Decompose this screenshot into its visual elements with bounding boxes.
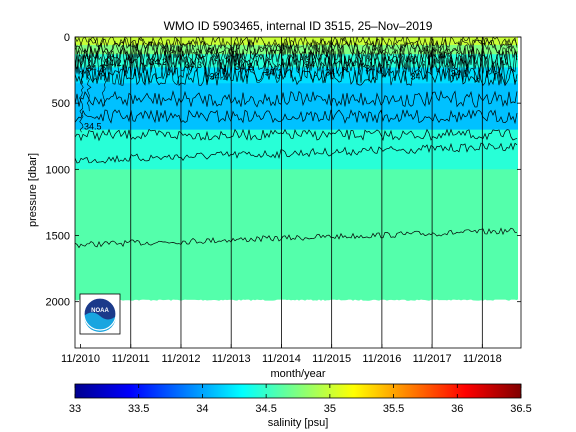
noaa-logo: NOAA [79, 293, 121, 335]
salinity-band [75, 129, 518, 170]
contour-label: 34.1 [210, 71, 228, 81]
plot-frame [74, 36, 522, 349]
year-marker-lines [130, 37, 483, 348]
y-tick-label: 1500 [46, 231, 70, 243]
x-axis: 11/2010 11/2011 11/2012 11/2013 11/2014 11/20… [61, 344, 502, 365]
contour-line [75, 66, 518, 87]
x-tick-label: 11/2014 [262, 353, 301, 365]
x-tick-label: 11/2013 [212, 353, 251, 365]
contour-excursion [86, 55, 92, 112]
colorbar-tick-label: 35 [324, 403, 336, 415]
svg-text:NOAA: NOAA [91, 308, 109, 314]
colorbar-label: salinity [psu] [268, 417, 329, 429]
salinity-band [75, 37, 518, 46]
contour-line [75, 142, 518, 164]
contour-label: 34.2 [87, 63, 105, 73]
colorbar-tick-label: 35.5 [383, 403, 404, 415]
profile-bottom-edge [75, 297, 518, 301]
surface-contour-line [75, 53, 518, 86]
x-tick-label: 11/2018 [463, 353, 502, 365]
y-tick-label: 2000 [46, 297, 70, 309]
contour-label: 34.5 [84, 122, 102, 132]
contour-label: 34 [325, 67, 335, 77]
contour-label: 34 [411, 71, 421, 81]
contour-label: 34.1 [265, 67, 283, 77]
x-tick-label: 11/2015 [312, 353, 351, 365]
contour-label: 34.2 [104, 58, 122, 68]
contour-label: 34.2 [235, 62, 253, 72]
surface-contour-line [75, 50, 518, 80]
chart-title: WMO ID 5903465, internal ID 3515, 25–Nov… [164, 19, 433, 33]
salinity-band [75, 83, 518, 131]
salinity-fields [75, 37, 518, 301]
contour-line [75, 109, 518, 125]
x-axis-label: month/year [270, 368, 325, 380]
salinity-band [75, 44, 518, 55]
surface-contour-line [75, 40, 518, 62]
x-tick-label: 11/2011 [112, 353, 150, 365]
colorbar-tick-label: 34 [196, 403, 208, 415]
x-tick-label: 11/2012 [161, 353, 200, 365]
contour-line [75, 227, 518, 249]
contour-label: 34.1 [451, 69, 469, 79]
colorbar-tick-label: 33 [69, 403, 81, 415]
contour-label: 34.1 [365, 63, 383, 73]
colorbar-ticks: 33 33.5 34 34.5 35 35.5 36 36.5 [69, 384, 532, 415]
y-tick-label: 0 [64, 32, 70, 44]
salinity-contours [75, 37, 518, 249]
colorbar-tick-label: 36.5 [510, 403, 531, 415]
y-tick-label: 500 [52, 98, 70, 110]
contour-excursion [101, 60, 107, 106]
colorbar-gradient [74, 383, 522, 399]
colorbar-tick-label: 33.5 [128, 403, 149, 415]
x-tick-label: 11/2016 [362, 353, 401, 365]
surface-contour-line [75, 37, 518, 50]
y-axis: 0 500 1000 1500 2000 [46, 32, 521, 309]
contour-line [75, 90, 518, 108]
y-tick-label: 1000 [46, 164, 70, 176]
x-tick-label: 11/2017 [413, 353, 452, 365]
contour-excursion [79, 71, 84, 133]
contour-label: 34 [305, 59, 315, 69]
x-tick-label: 11/2010 [61, 353, 100, 365]
salinity-band [75, 169, 518, 300]
colorbar: 33 33.5 34 34.5 35 35.5 36 36.5 salinity [psu] [69, 383, 532, 429]
contour-line [75, 128, 518, 142]
contour-label: 34.3 [184, 60, 202, 70]
y-axis-label: pressure [dbar] [27, 153, 39, 227]
contour-label: 34.2 [149, 57, 167, 67]
colorbar-tick-label: 36 [451, 403, 463, 415]
colorbar-tick-label: 34.5 [255, 403, 276, 415]
